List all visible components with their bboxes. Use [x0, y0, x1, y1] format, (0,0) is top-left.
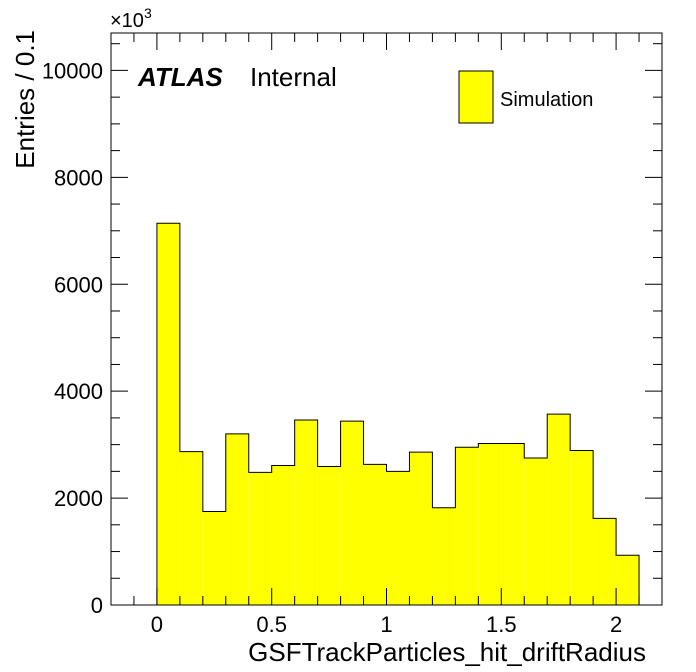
y-multiplier-base: ×10 [110, 10, 144, 32]
histogram-bar [570, 450, 594, 605]
y-tick-label: 0 [91, 593, 103, 618]
histogram-bar [501, 443, 525, 605]
x-axis-label: GSFTrackParticles_hit_driftRadius [248, 637, 646, 667]
y-multiplier-exponent: 3 [144, 5, 152, 21]
x-tick-label: 1 [380, 612, 392, 637]
histogram-bar [432, 507, 456, 605]
histogram-bar [202, 511, 226, 605]
x-tick-label: 1.5 [486, 612, 517, 637]
legend-label-simulation: Simulation [500, 89, 593, 111]
histogram-outline [156, 222, 640, 605]
histogram-bar [271, 465, 295, 605]
x-tick-label: 2 [610, 612, 622, 637]
legend: Simulation [458, 70, 593, 124]
histogram-bar [593, 518, 617, 605]
histogram-bar [248, 472, 272, 605]
histogram-bar [225, 433, 249, 605]
histogram-bar [179, 451, 203, 605]
legend-swatch-simulation [458, 70, 494, 124]
histogram-bar [340, 421, 364, 605]
histogram-bar [616, 555, 640, 605]
histogram-bar [455, 447, 479, 605]
histogram-bar [409, 452, 433, 605]
y-axis-label: Entries / 0.1 [10, 30, 40, 169]
x-tick-label: 0.5 [256, 612, 287, 637]
histogram-bar [317, 466, 341, 605]
y-tick-label: 4000 [54, 379, 103, 404]
y-tick-labels: 0 2000 4000 6000 8000 10000 [42, 58, 103, 618]
x-tick-labels: 0 0.5 1 1.5 2 [151, 612, 622, 637]
histogram-bar [386, 471, 410, 605]
y-tick-label: 10000 [42, 58, 103, 83]
atlas-label: ATLAS [137, 62, 223, 92]
histogram-bar [524, 457, 548, 605]
histogram-bar [363, 464, 387, 605]
x-tick-label: 0 [151, 612, 163, 637]
histogram-bar [478, 443, 502, 605]
y-tick-label: 6000 [54, 272, 103, 297]
histogram-bars [156, 222, 640, 605]
y-multiplier: ×103 [110, 5, 152, 32]
y-tick-label: 2000 [54, 486, 103, 511]
histogram-bar [547, 414, 571, 605]
y-tick-label: 8000 [54, 165, 103, 190]
axis-ticks [110, 33, 663, 606]
histogram-bar [294, 420, 318, 605]
status-label: Internal [250, 62, 337, 92]
histogram-bar [156, 223, 180, 605]
